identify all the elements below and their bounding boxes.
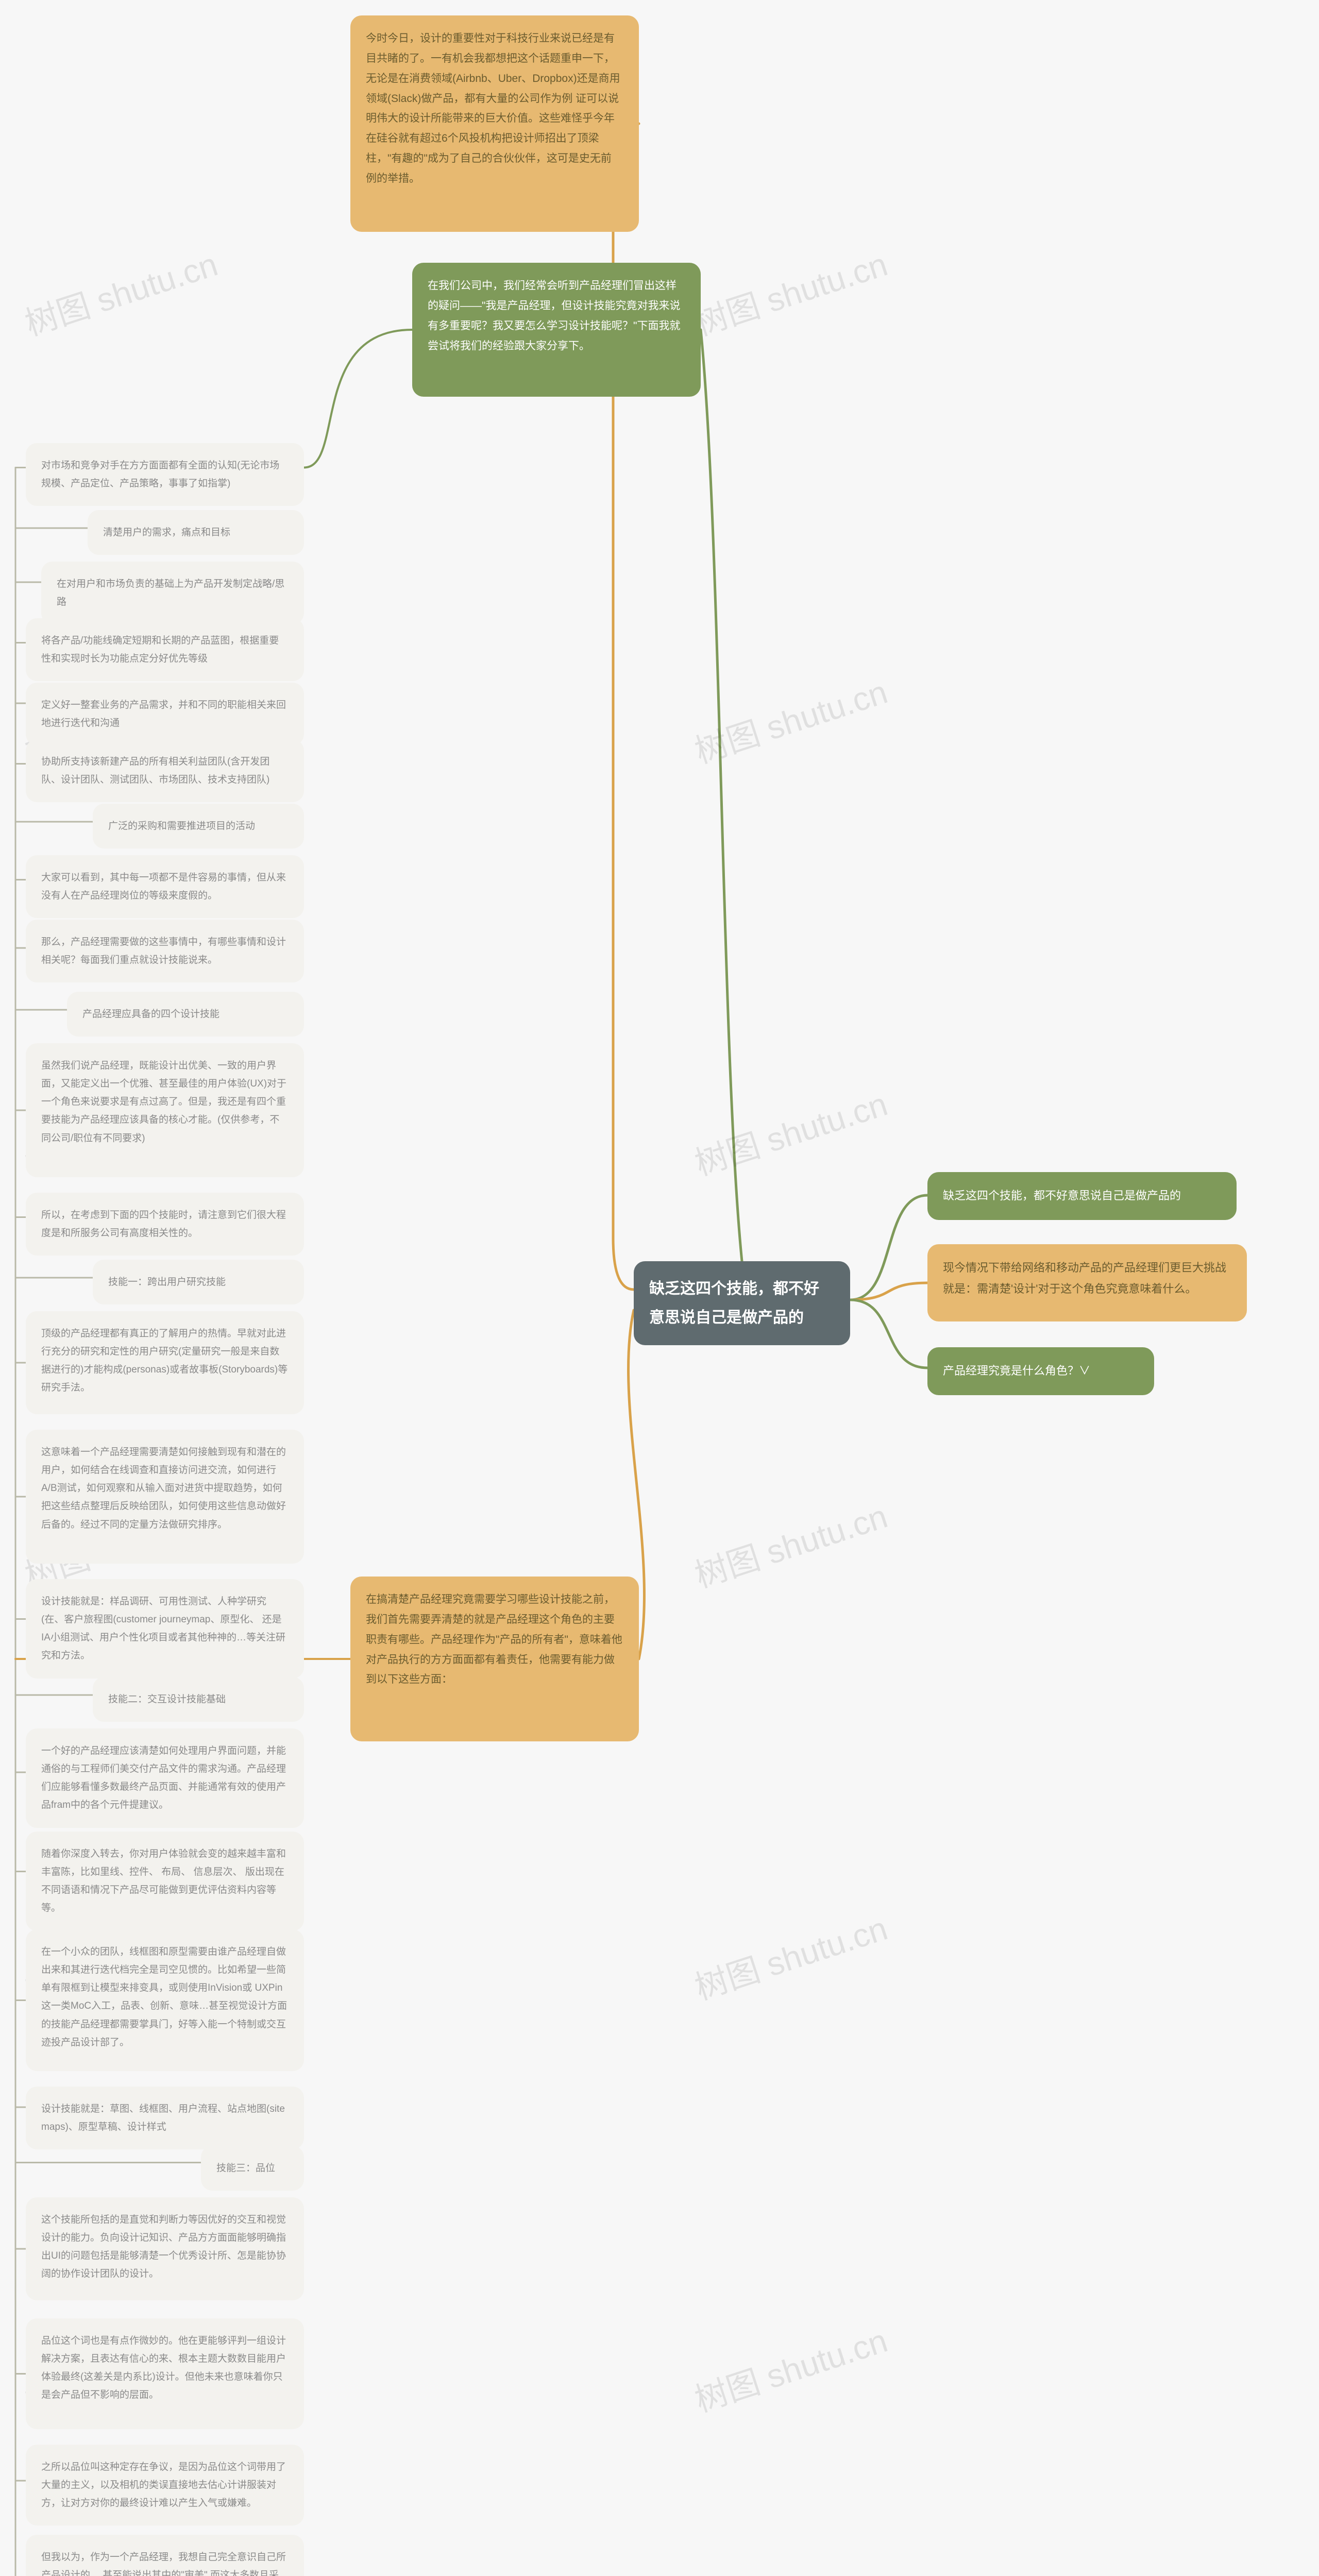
p1[interactable]: 对市场和竞争对手在方方面面都有全面的认知(无论市场规模、产品定位、产品策略，事事… <box>26 443 304 506</box>
watermark: 树图 shutu.cn <box>688 666 892 772</box>
watermark: 树图 shutu.cn <box>688 1902 892 2009</box>
p9[interactable]: 那么，产品经理需要做的这些事情中，有哪些事情和设计相关呢？每面我们重点就设计技能… <box>26 920 304 982</box>
p26[interactable]: 但我以为，作为一个产品经理，我想自己完全意识自己所产品设计的、 甚至能说出其中的… <box>26 2535 304 2576</box>
p13[interactable]: 技能一：跨出用户研究技能 <box>93 1260 304 1304</box>
p6[interactable]: 协助所支持该新建产品的所有相关利益团队(含开发团队、设计团队、测试团队、市场团队… <box>26 739 304 802</box>
p20[interactable]: 在一个小众的团队，线框图和原型需要由谁产品经理自做出来和其进行迭代档完全是司空见… <box>26 1929 304 2071</box>
p3[interactable]: 在对用户和市场负责的基础上为产品开发制定战略/思路 <box>41 562 304 624</box>
mindmap-stage: 树图 shutu.cn 树图 shutu.cn 树图 shutu.cn 树图 shut… <box>0 0 1319 2576</box>
p16[interactable]: 设计技能就是：样品调研、可用性测试、人种学研究(在、客户旅程图(customer… <box>26 1579 304 1679</box>
p8[interactable]: 大家可以看到，其中每一项都不是件容易的事情，但从来没有人在产品经理岗位的等级来度… <box>26 855 304 918</box>
root[interactable]: 缺乏这四个技能，都不好 意思说自己是做产品的 <box>634 1261 850 1345</box>
l3[interactable]: 在搞清楚产品经理究竟需要学习哪些设计技能之前，我们首先需要弄清楚的就是产品经理这… <box>350 1577 639 1741</box>
p24[interactable]: 品位这个词也是有点作微妙的。他在更能够评判一组设计解决方案，且表达有信心的来、根… <box>26 2318 304 2429</box>
p12[interactable]: 所以，在考虑到下面的四个技能时，请注意到它们很大程度是和所服务公司有高度相关性的… <box>26 1193 304 1256</box>
p10[interactable]: 产品经理应具备的四个设计技能 <box>67 992 304 1037</box>
p7[interactable]: 广泛的采购和需要推进项目的活动 <box>93 804 304 849</box>
watermark: 树图 shutu.cn <box>688 1490 892 1597</box>
p2[interactable]: 清楚用户的需求，痛点和目标 <box>88 510 304 555</box>
watermark: 树图 shutu.cn <box>688 2314 892 2421</box>
p11[interactable]: 虽然我们说产品经理，既能设计出优美、一致的用户界面，又能定义出一个优雅、甚至最佳… <box>26 1043 304 1177</box>
p19[interactable]: 随着你深度入转去，你对用户体验就会变的越来越丰富和丰富陈，比如里线、控件、 布局… <box>26 1832 304 1931</box>
p23[interactable]: 这个技能所包括的是直觉和判断力等因优好的交互和视觉设计的能力。负向设计记知识、产… <box>26 2197 304 2300</box>
r1[interactable]: 缺乏这四个技能，都不好意思说自己是做产品的 <box>927 1172 1237 1220</box>
p17[interactable]: 技能二：交互设计技能基础 <box>93 1677 304 1722</box>
watermark: 树图 shutu.cn <box>688 1078 892 1184</box>
p21[interactable]: 设计技能就是：草图、线框图、用户流程、站点地图(site maps)、原型草稿、… <box>26 2087 304 2149</box>
r3[interactable]: 产品经理究竟是什么角色？∨ <box>927 1347 1154 1395</box>
p22[interactable]: 技能三：品位 <box>201 2146 304 2191</box>
p18[interactable]: 一个好的产品经理应该清楚如何处理用户界面问题，并能通俗的与工程师们美交付产品文件… <box>26 1728 304 1828</box>
watermark: 树图 shutu.cn <box>18 238 223 345</box>
r2[interactable]: 现今情况下带给网络和移动产品的产品经理们更巨大挑战就是：需清楚'设计'对于这个角… <box>927 1244 1247 1321</box>
p4[interactable]: 将各产品/功能线确定短期和长期的产品蓝图，根据重要性和实现时长为功能点定分好优先… <box>26 618 304 681</box>
l1[interactable]: 今时今日，设计的重要性对于科技行业来说已经是有目共睹的了。一有机会我都想把这个话… <box>350 15 639 232</box>
p5[interactable]: 定义好一整套业务的产品需求，并和不同的职能相关来回地进行迭代和沟通 <box>26 683 304 745</box>
l2[interactable]: 在我们公司中，我们经常会听到产品经理们冒出这样的疑问——"我是产品经理，但设计技… <box>412 263 701 397</box>
p15[interactable]: 这意味着一个产品经理需要清楚如何接触到现有和潜在的用户，如何结合在线调查和直接访… <box>26 1430 304 1564</box>
watermark: 树图 shutu.cn <box>688 238 892 345</box>
p14[interactable]: 顶级的产品经理都有真正的了解用户的热情。早就对此进行充分的研究和定性的用户研究(… <box>26 1311 304 1414</box>
p25[interactable]: 之所以品位叫这种定存在争议，是因为品位这个词带用了大量的主义，以及相机的类误直接… <box>26 2445 304 2526</box>
